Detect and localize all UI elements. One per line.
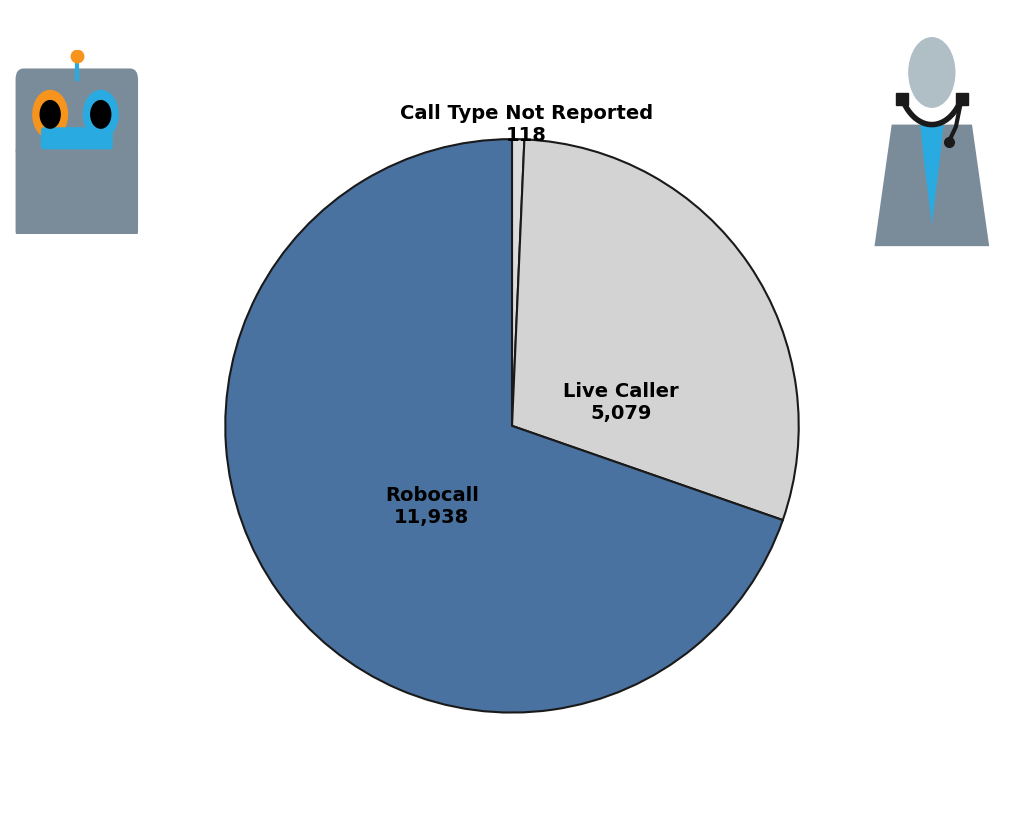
Circle shape bbox=[909, 38, 954, 107]
Wedge shape bbox=[512, 139, 524, 426]
FancyBboxPatch shape bbox=[15, 142, 138, 241]
Wedge shape bbox=[225, 139, 782, 712]
Polygon shape bbox=[924, 155, 940, 225]
Circle shape bbox=[91, 100, 111, 129]
Text: Robocall
11,938: Robocall 11,938 bbox=[385, 486, 478, 527]
FancyBboxPatch shape bbox=[41, 127, 113, 149]
Polygon shape bbox=[921, 124, 943, 155]
Circle shape bbox=[33, 90, 68, 139]
Text: Live Caller
5,079: Live Caller 5,079 bbox=[563, 382, 679, 423]
Text: Call Type Not Reported
118: Call Type Not Reported 118 bbox=[399, 104, 653, 145]
Circle shape bbox=[40, 100, 60, 129]
FancyBboxPatch shape bbox=[15, 68, 138, 160]
Wedge shape bbox=[512, 139, 799, 520]
Circle shape bbox=[84, 90, 118, 139]
Polygon shape bbox=[874, 124, 989, 246]
